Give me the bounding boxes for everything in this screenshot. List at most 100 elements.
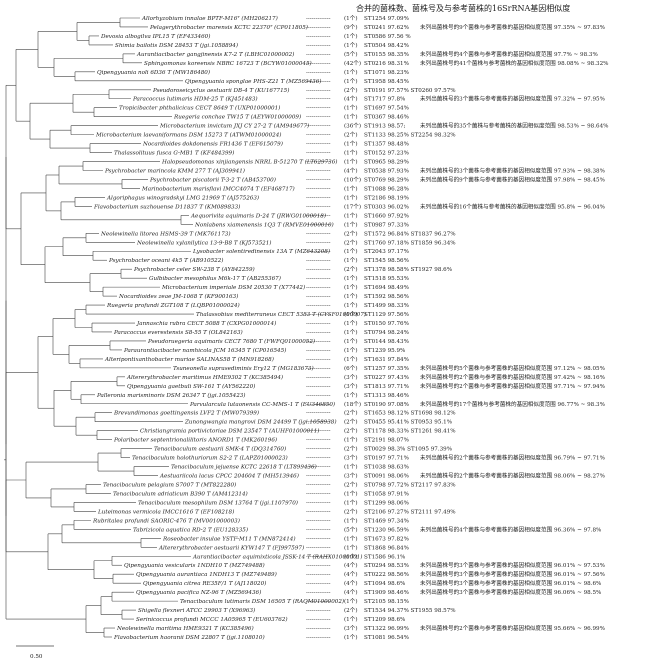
strain-similarity: ST0222 98.56% — [364, 572, 409, 578]
leader-dashes: ------------- — [306, 348, 331, 354]
strain-count: (1个) — [344, 535, 358, 542]
leader-dashes: ------------- — [306, 70, 331, 76]
taxon-label: Shimia bailotis DSM 28453 T (jgi.1058894… — [115, 42, 238, 49]
leader-dashes: ------------- — [306, 312, 331, 318]
strain-similarity: ST0155 98.35% — [364, 52, 409, 58]
leader-dashes: ------------- — [306, 97, 331, 103]
leader-dashes: ------------- — [306, 142, 331, 148]
strain-similarity: ST2191 98.07% — [364, 438, 409, 444]
tree-leaf: Brevundimonas goettingensis LVF2 T (MW07… — [113, 410, 456, 417]
taxon-label: Qipengyuania sponglae PHS-Z21 T (MZ56943… — [185, 78, 321, 85]
tree-leaf: Aurantiacibacter gangjinensis K7-2 T (LB… — [136, 50, 598, 58]
leader-dashes: ------------- — [306, 554, 331, 560]
taxon-label: Nocardioides dokdonensis FR1436 T (EF615… — [142, 141, 283, 148]
taxon-label: Qipengyuania citrea RE35F/1 T (AJ118020) — [143, 580, 266, 587]
strain-count: (42个) — [344, 60, 361, 67]
tree-leaf: Shigella flexneri ATCC 29903 T (X96963) -… — [138, 607, 456, 614]
strain-count: (1个) — [344, 141, 358, 148]
strain-range-note: 未列出菌株号的3个菌株与参考菌株的基因相似度范围 96.01% ~ 98.6% — [420, 579, 601, 587]
strain-similarity: ST0769 98.29% — [364, 177, 409, 183]
taxon-label: Jannaschia rubra CECT 5088 T (CXPG010000… — [136, 320, 276, 327]
taxon-label: Thalassobius mediterraneus CECT 5383 T (… — [196, 311, 366, 318]
strain-count: (1个) — [344, 311, 358, 318]
strain-similarity: ST0794 98.24% — [364, 330, 409, 336]
taxon-label: Parvularcula lutaonensis CC-MMS-1 T (EU3… — [189, 401, 335, 408]
tree-leaf: Flavobacterium suzhouense D11837 T (KM08… — [93, 202, 605, 210]
tree-leaf: Roseobacter insulae YSTF-M11 T (MN872414… — [162, 535, 409, 542]
strain-count: (1个) — [344, 248, 358, 255]
taxon-label: Microbacterium imperiale DSM 20530 T (X7… — [161, 284, 305, 291]
strain-range-note: 未列出菌株号的2个菌株与参考菌株的基因相似度范围 98.06% ~ 98.27% — [420, 472, 605, 480]
strain-similarity: ST0197 97.71% — [364, 456, 409, 462]
leader-dashes: ------------- — [306, 249, 331, 255]
tree-leaf: Aequorivita aquimaris D-24 T (JRWG010000… — [190, 212, 409, 219]
strain-count: (1个) — [344, 78, 358, 85]
taxon-label: Allorhyzobium innalae BPTF-M16ᵀ (MH20621… — [141, 15, 278, 22]
strain-count: (2个) — [344, 239, 358, 246]
taxon-label: Nocardioides zeae JM-1068 T (KF900163) — [118, 293, 238, 300]
leader-dashes: ------------- — [306, 527, 331, 533]
leader-dashes: ------------- — [306, 61, 331, 67]
tree-leaf: Tabrizicola aquatica RD-2 T (EU128335) --… — [133, 525, 601, 533]
strain-count: (1个) — [344, 284, 358, 291]
leader-dashes: ------------- — [306, 500, 331, 506]
strain-similarity: ST0152 97.23% — [364, 151, 409, 157]
tree-leaf: Neolewinella maritima HME9321 T (KC38549… — [116, 624, 605, 632]
strain-similarity: ST0965 98.29% — [364, 160, 409, 166]
tree-leaf: Lysobacter solentiredinensis 13A T (MZ64… — [192, 248, 409, 255]
leader-dashes: ------------- — [306, 429, 331, 435]
strain-count: (2个) — [344, 481, 358, 488]
strain-count: (3个) — [344, 383, 358, 390]
strain-count: (4个) — [344, 562, 358, 569]
taxon-label: Zunongwangia mangrovi DSM 24499 T (jgi.1… — [184, 419, 337, 426]
strain-similarity: ST2186 98.19% — [364, 195, 409, 201]
strain-count: (1个) — [344, 338, 358, 345]
strain-similarity: ST1760 97.18% ST1859 96.34% — [364, 240, 456, 246]
strain-similarity: ST0029 98.3% ST1095 97.39% — [364, 447, 452, 453]
leader-dashes: ------------- — [306, 572, 331, 578]
strain-similarity: ST1239 95.9% — [364, 348, 405, 354]
taxon-label: Paracoccus everestensis S8-55 T (OL84216… — [113, 329, 243, 336]
tree-leaf: Devosia albogilva IPL15 T (EF433460) ----… — [100, 33, 411, 40]
tree-leaf: Neolewinella litorea HSMS-39 T (MK761173… — [100, 230, 456, 237]
tree-leaf: Ruegeria conchae TW15 T (AEYW01000009) --… — [173, 114, 409, 121]
leader-dashes: ------------- — [306, 294, 331, 300]
strain-range-note: 未列出菌株号的5个菌株与参考菌株的基因相似度范围 97.12% ~ 98.05% — [420, 364, 605, 372]
taxon-label: Nonlabens xiamenensis 1Q3 T (RMVE0100001… — [194, 221, 334, 228]
strain-count: (3个) — [344, 455, 358, 462]
tree-branches — [4, 17, 194, 638]
strain-count: (4个) — [344, 96, 358, 103]
taxon-label: Tenacibaculum pelagium S7007 T (MT822280… — [103, 481, 236, 488]
tree-leaf: Qipengyuania vesicularis 1NDH10 T (MZ749… — [124, 561, 605, 569]
strain-count: (1个) — [344, 257, 358, 264]
leader-dashes: ------------- — [306, 617, 331, 623]
tree-leaf: Thalassobius mediterraneus CECT 5383 T (… — [196, 311, 409, 318]
strain-similarity: ST1313 98.46% — [364, 393, 409, 399]
strain-similarity: ST0798 97.72% ST2117 97.83% — [364, 482, 456, 488]
strain-similarity: ST1058 97.91% — [364, 491, 409, 497]
leader-dashes: ------------- — [306, 545, 331, 551]
leader-dashes: ------------- — [306, 79, 331, 85]
strain-similarity: ST1254 97.09% — [364, 16, 409, 22]
taxon-label: Palleronia marisminoris DSM 26347 T (jgi… — [96, 392, 246, 399]
tree-leaf: Polaribacter septentrionalilitoris ANORD… — [113, 437, 409, 444]
strain-similarity: ST1469 97.34% — [364, 518, 409, 524]
taxon-label: Devosia albogilva IPL15 T (EF433460) — [100, 33, 210, 40]
taxon-label: Aestuariicola lacus CPCC 204604 T (MH513… — [159, 473, 299, 480]
tree-leaf: Thalassolituus fusca G-MB1 T (KF484399) -… — [114, 150, 409, 157]
strain-similarity: ST1133 98.25% ST2254 98.32% — [364, 133, 456, 139]
strain-range-note: 未列出菌株号的2个菌株与参考菌株的基因相似度范围 96.79% ~ 97.71% — [420, 454, 605, 462]
leader-dashes: ------------- — [306, 357, 331, 363]
taxon-label: Shigella flexneri ATCC 29903 T (X96963) — [138, 607, 255, 614]
strain-count: (1个) — [344, 499, 358, 506]
leader-dashes: ------------- — [306, 133, 331, 139]
taxon-label: Tsuneonella suprasediminis Ery12 T (MG18… — [173, 365, 314, 372]
taxon-label: Luteimonas vermicola IMCC1616 T (EF10821… — [97, 508, 234, 515]
strain-similarity: ST0367 98.46% — [364, 115, 409, 121]
strain-count: (1个) — [344, 598, 358, 605]
strain-count: (1个) — [344, 553, 358, 560]
tree-leaf: Pelagerythrobacter marensis KCTC 22370ᵀ … — [149, 23, 605, 31]
leader-dashes: ------------- — [306, 384, 331, 390]
strain-count: (2个) — [344, 607, 358, 614]
taxon-label: Tropicibacter phthalicicus CECT 8649 T (… — [119, 105, 280, 112]
